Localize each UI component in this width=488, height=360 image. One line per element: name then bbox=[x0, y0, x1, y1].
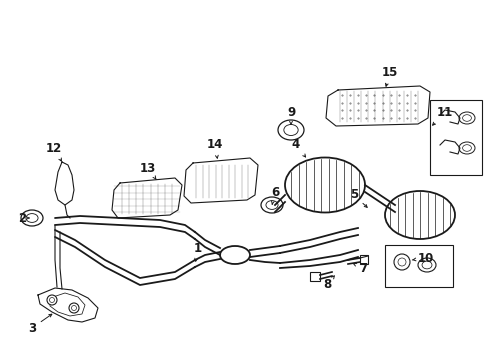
Text: 5: 5 bbox=[349, 189, 366, 207]
Text: 13: 13 bbox=[140, 162, 156, 180]
Text: 15: 15 bbox=[381, 66, 397, 86]
Ellipse shape bbox=[393, 254, 409, 270]
Text: 14: 14 bbox=[206, 139, 223, 158]
Bar bbox=[309, 272, 319, 281]
Text: 1: 1 bbox=[194, 242, 202, 261]
Text: 12: 12 bbox=[46, 141, 62, 161]
Text: 8: 8 bbox=[322, 276, 334, 292]
Text: 11: 11 bbox=[432, 105, 452, 125]
Text: 7: 7 bbox=[353, 261, 366, 274]
Ellipse shape bbox=[69, 303, 79, 313]
Text: 4: 4 bbox=[291, 139, 305, 157]
Ellipse shape bbox=[47, 295, 57, 305]
Text: 6: 6 bbox=[270, 185, 279, 204]
Bar bbox=[429, 100, 481, 175]
Bar bbox=[384, 245, 452, 287]
Text: 2: 2 bbox=[18, 211, 29, 225]
Text: 3: 3 bbox=[28, 314, 52, 334]
Text: 10: 10 bbox=[411, 252, 433, 265]
Bar bbox=[359, 255, 367, 264]
Text: 9: 9 bbox=[286, 105, 295, 124]
